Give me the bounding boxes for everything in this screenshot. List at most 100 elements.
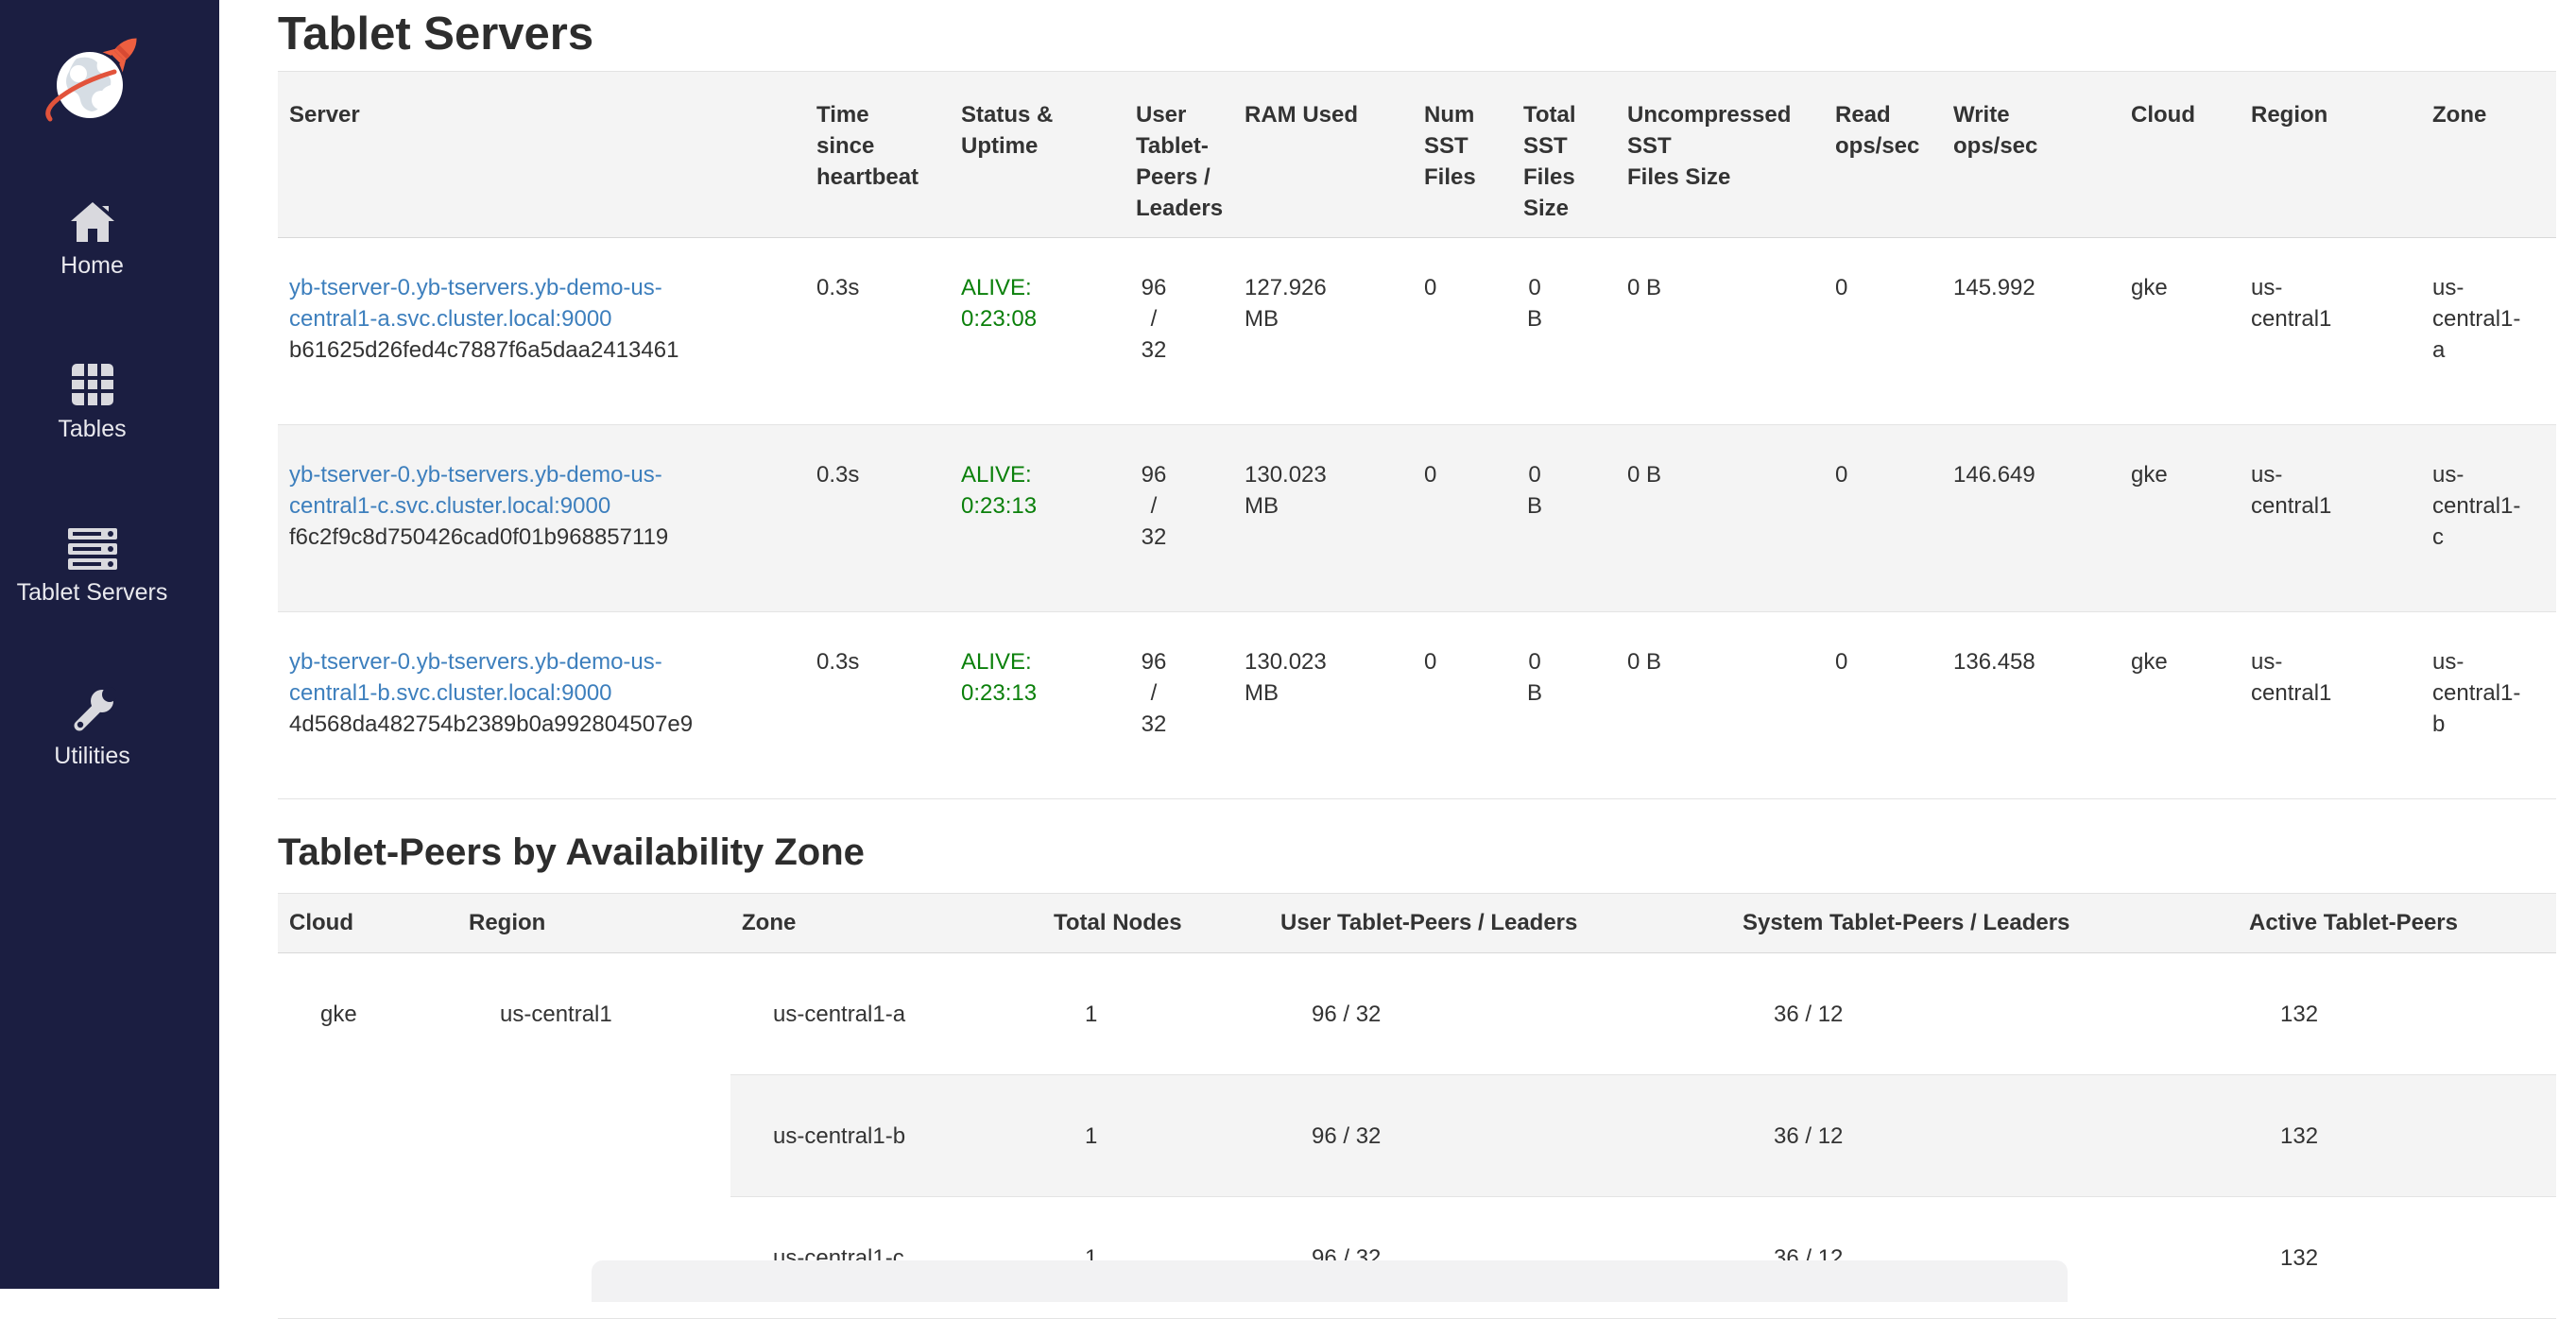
total-sst-cell: 0 B — [1512, 424, 1616, 612]
tserver-link[interactable]: yb-tserver-0.yb-tservers.yb-demo-us-cent… — [289, 462, 662, 519]
total-sst-cell: 0 B — [1512, 611, 1616, 799]
server-cell: yb-tserver-0.yb-tservers.yb-demo-us-cent… — [278, 237, 805, 425]
tserver-row: yb-tserver-0.yb-tservers.yb-demo-us-cent… — [278, 611, 2556, 799]
col-header-cloud: Cloud — [2120, 71, 2240, 238]
uncompressed-sst-cell: 0 B — [1616, 237, 1824, 425]
heartbeat-cell: 0.3s — [805, 611, 950, 799]
sidebar-item-tables[interactable]: Tables — [0, 352, 184, 442]
col-header-cloud: Cloud — [278, 893, 457, 953]
cloud-cell: gke — [2120, 611, 2240, 799]
server-cell: yb-tserver-0.yb-tservers.yb-demo-us-cent… — [278, 611, 805, 799]
tserver-uuid: 4d568da482754b2389b0a992804507e9 — [289, 711, 694, 737]
server-cell: yb-tserver-0.yb-tservers.yb-demo-us-cent… — [278, 424, 805, 612]
home-icon — [69, 189, 116, 244]
col-header-server: Server — [278, 71, 805, 238]
az-active-peers-cell: 132 — [2238, 1196, 2556, 1319]
col-header-time-since-heartbeat: Time since heartbeat — [805, 71, 950, 238]
num-sst-cell: 0 — [1413, 611, 1512, 799]
status-label: ALIVE: — [961, 275, 1032, 300]
sidebar-item-label: Tablet Servers — [16, 579, 168, 606]
sidebar-item-label: Home — [60, 252, 124, 279]
sidebar-item-label: Utilities — [54, 743, 130, 769]
col-header-ram-used: RAM Used — [1233, 71, 1413, 238]
tserver-uuid: f6c2f9c8d750426cad0f01b968857119 — [289, 524, 669, 550]
az-total-nodes-cell: 1 — [1042, 1074, 1269, 1197]
region-cell: us-central1 — [2240, 424, 2421, 612]
az-user-peers-cell: 96 / 32 — [1269, 952, 1731, 1075]
ram-cell: 127.926 MB — [1233, 237, 1413, 425]
col-header-num-sst-files: Num SST Files — [1413, 71, 1512, 238]
uncompressed-sst-cell: 0 B — [1616, 611, 1824, 799]
yugabyte-rocket-logo-icon — [44, 38, 137, 122]
col-header-write-ops: Write ops/sec — [1942, 71, 2120, 238]
write-ops-cell: 136.458 — [1942, 611, 2120, 799]
az-system-peers-cell: 36 / 12 — [1731, 1074, 2238, 1197]
az-zone-cell: us-central1-b — [730, 1074, 1042, 1197]
col-header-user-tablet-peers: User Tablet- Peers / Leaders — [1125, 71, 1233, 238]
tserver-link[interactable]: yb-tserver-0.yb-tservers.yb-demo-us-cent… — [289, 649, 662, 706]
az-total-nodes-cell: 1 — [1042, 952, 1269, 1075]
tserver-uuid: b61625d26fed4c7887f6a5daa2413461 — [289, 337, 679, 363]
status-label: ALIVE: — [961, 649, 1032, 675]
zone-cell: us-central1-b — [2421, 611, 2556, 799]
az-user-peers-cell: 96 / 32 — [1269, 1074, 1731, 1197]
num-sst-cell: 0 — [1413, 424, 1512, 612]
az-system-peers-cell: 36 / 12 — [1731, 952, 2238, 1075]
status-cell: ALIVE: 0:23:13 — [950, 424, 1125, 612]
status-cell: ALIVE: 0:23:08 — [950, 237, 1125, 425]
read-ops-cell: 0 — [1824, 237, 1942, 425]
col-header-region: Region — [457, 893, 730, 953]
sidebar: Home Tables — [0, 0, 219, 1289]
az-zone-cell: us-central1-a — [730, 952, 1042, 1075]
col-header-read-ops: Read ops/sec — [1824, 71, 1942, 238]
col-header-uncompressed-sst-files-size: Uncompressed SST Files Size — [1616, 71, 1824, 238]
ram-cell: 130.023 MB — [1233, 611, 1413, 799]
az-cloud-cell: gke — [278, 952, 457, 1319]
az-active-peers-cell: 132 — [2238, 952, 2556, 1075]
bottom-tooltip-popup — [592, 1260, 2068, 1302]
region-cell: us-central1 — [2240, 611, 2421, 799]
write-ops-cell: 145.992 — [1942, 237, 2120, 425]
heartbeat-cell: 0.3s — [805, 237, 950, 425]
region-cell: us-central1 — [2240, 237, 2421, 425]
read-ops-cell: 0 — [1824, 611, 1942, 799]
tablet-servers-icon — [66, 516, 119, 571]
user-peers-cell: 96 / 32 — [1125, 611, 1233, 799]
cloud-cell: gke — [2120, 237, 2240, 425]
status-cell: ALIVE: 0:23:13 — [950, 611, 1125, 799]
page-title: Tablet Servers — [278, 9, 594, 60]
sidebar-item-home[interactable]: Home — [0, 189, 184, 279]
tables-icon — [70, 352, 115, 407]
uptime-value: 0:23:13 — [961, 680, 1038, 706]
user-peers-cell: 96 / 32 — [1125, 424, 1233, 612]
write-ops-cell: 146.649 — [1942, 424, 2120, 612]
tserver-row: yb-tserver-0.yb-tservers.yb-demo-us-cent… — [278, 424, 2556, 612]
az-region-cell: us-central1 — [457, 952, 730, 1319]
uptime-value: 0:23:08 — [961, 306, 1038, 332]
heartbeat-cell: 0.3s — [805, 424, 950, 612]
tserver-link[interactable]: yb-tserver-0.yb-tservers.yb-demo-us-cent… — [289, 275, 662, 332]
status-label: ALIVE: — [961, 462, 1032, 488]
cloud-cell: gke — [2120, 424, 2240, 612]
col-header-system-tablet-peers: System Tablet-Peers / Leaders — [1731, 893, 2238, 953]
yugabyte-logo[interactable] — [0, 21, 184, 144]
az-header-row: Cloud Region Zone Total Nodes User Table… — [278, 893, 2556, 953]
utilities-icon — [69, 679, 116, 734]
user-peers-cell: 96 / 32 — [1125, 237, 1233, 425]
zone-cell: us-central1-c — [2421, 424, 2556, 612]
az-row: us-central1-b 1 96 / 32 36 / 12 132 — [278, 1074, 2556, 1197]
sidebar-item-tablet-servers[interactable]: Tablet Servers — [0, 516, 184, 606]
ram-cell: 130.023 MB — [1233, 424, 1413, 612]
tablet-servers-header-row: Server Time since heartbeat Status & Upt… — [278, 71, 2556, 238]
col-header-region: Region — [2240, 71, 2421, 238]
az-section-title: Tablet-Peers by Availability Zone — [278, 831, 865, 873]
sidebar-item-label: Tables — [58, 416, 127, 442]
sidebar-item-utilities[interactable]: Utilities — [0, 679, 184, 769]
col-header-status-uptime: Status & Uptime — [950, 71, 1125, 238]
num-sst-cell: 0 — [1413, 237, 1512, 425]
tablet-peers-by-az-table: Cloud Region Zone Total Nodes User Table… — [278, 893, 2556, 1319]
uncompressed-sst-cell: 0 B — [1616, 424, 1824, 612]
col-header-active-tablet-peers: Active Tablet-Peers — [2238, 893, 2556, 953]
total-sst-cell: 0 B — [1512, 237, 1616, 425]
zone-cell: us-central1-a — [2421, 237, 2556, 425]
